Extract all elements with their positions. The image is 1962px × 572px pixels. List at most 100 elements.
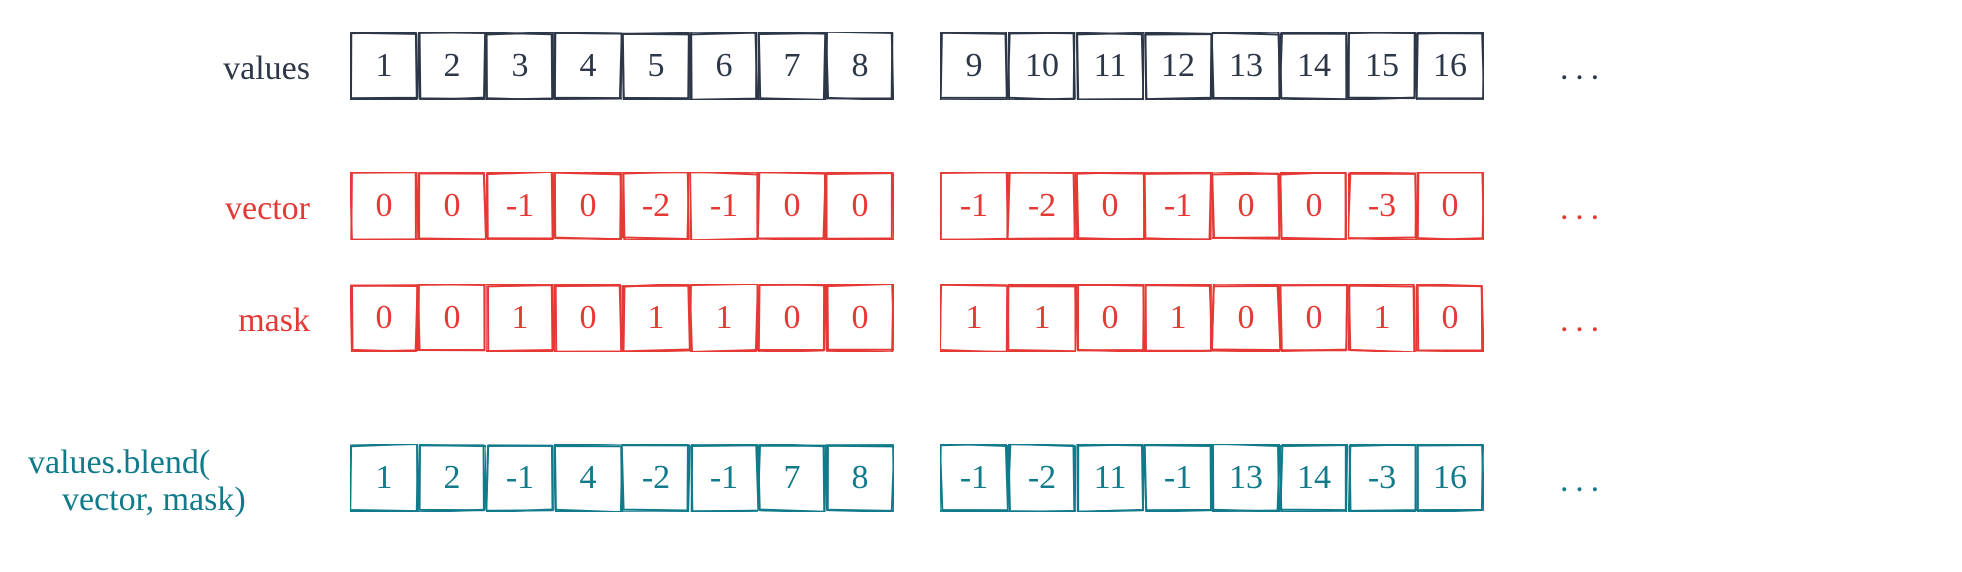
vector-cell: 0 (1416, 172, 1484, 240)
values-cell: 11 (1076, 32, 1144, 100)
mask-cell-value: 0 (758, 284, 826, 352)
blend-cell-value: 8 (826, 444, 894, 512)
blend-cell: -1 (940, 444, 1008, 512)
blend-cell: 11 (1076, 444, 1144, 512)
blend-cell-value: 7 (758, 444, 826, 512)
vector-cell: -3 (1348, 172, 1416, 240)
mask-ellipsis: ... (1560, 302, 1606, 340)
blend-cell: 13 (1212, 444, 1280, 512)
mask-cell-value: 1 (940, 284, 1008, 352)
mask-group-1: 00101100 (350, 284, 894, 352)
blend-cell-value: -3 (1348, 444, 1416, 512)
values-cell-value: 12 (1144, 32, 1212, 100)
mask-cell: 0 (1280, 284, 1348, 352)
values-cell-value: 14 (1280, 32, 1348, 100)
vector-cell-value: -1 (1144, 172, 1212, 240)
mask-group-2: 11010010 (940, 284, 1484, 352)
blend-label: values.blend( vector, mask) (28, 444, 246, 519)
vector-cell-value: 0 (826, 172, 894, 240)
values-cell-value: 6 (690, 32, 758, 100)
values-cell-value: 15 (1348, 32, 1416, 100)
blend-cell-value: -2 (1008, 444, 1076, 512)
mask-cell-value: 1 (690, 284, 758, 352)
blend-cell-value: 2 (418, 444, 486, 512)
mask-cell-value: 1 (622, 284, 690, 352)
values-cell: 10 (1008, 32, 1076, 100)
values-cell: 2 (418, 32, 486, 100)
vector-cell-value: -3 (1348, 172, 1416, 240)
blend-cell-value: 13 (1212, 444, 1280, 512)
vector-cell: 0 (826, 172, 894, 240)
values-cell: 16 (1416, 32, 1484, 100)
vector-cell-value: 0 (350, 172, 418, 240)
vector-cell: 0 (1212, 172, 1280, 240)
vector-cell: -1 (1144, 172, 1212, 240)
values-cell-value: 16 (1416, 32, 1484, 100)
vector-cell: -1 (940, 172, 1008, 240)
blend-cell-value: -2 (622, 444, 690, 512)
vector-cell-value: 0 (554, 172, 622, 240)
blend-diagram: values12345678910111213141516...vector00… (0, 0, 1962, 572)
blend-cell: -3 (1348, 444, 1416, 512)
vector-cell-value: 0 (1212, 172, 1280, 240)
mask-cell-value: 0 (1416, 284, 1484, 352)
values-cell-value: 9 (940, 32, 1008, 100)
mask-cell-value: 0 (350, 284, 418, 352)
values-cell-value: 2 (418, 32, 486, 100)
values-cell-value: 7 (758, 32, 826, 100)
values-cell: 14 (1280, 32, 1348, 100)
vector-cell-value: -1 (690, 172, 758, 240)
mask-cell: 0 (350, 284, 418, 352)
vector-cell-value: 0 (1416, 172, 1484, 240)
blend-group-2: -1-211-11314-316 (940, 444, 1484, 512)
mask-cell-value: 1 (1348, 284, 1416, 352)
vector-cell: 0 (1076, 172, 1144, 240)
values-cell-value: 10 (1008, 32, 1076, 100)
vector-cell-value: -1 (486, 172, 554, 240)
blend-cell-value: 11 (1076, 444, 1144, 512)
values-group-1: 12345678 (350, 32, 894, 100)
mask-cell: 1 (1144, 284, 1212, 352)
mask-label: mask (238, 302, 310, 339)
vector-cell: -2 (1008, 172, 1076, 240)
mask-cell-value: 0 (1076, 284, 1144, 352)
mask-cell-value: 1 (486, 284, 554, 352)
blend-ellipsis: ... (1560, 462, 1606, 500)
vector-label: vector (225, 190, 310, 227)
blend-cell: 7 (758, 444, 826, 512)
blend-cell: -1 (486, 444, 554, 512)
values-cell-value: 3 (486, 32, 554, 100)
values-cell-value: 11 (1076, 32, 1144, 100)
values-cell-value: 1 (350, 32, 418, 100)
blend-cell: 2 (418, 444, 486, 512)
blend-cell: 16 (1416, 444, 1484, 512)
blend-cell: 1 (350, 444, 418, 512)
vector-cell: 0 (1280, 172, 1348, 240)
vector-cell-value: -2 (1008, 172, 1076, 240)
blend-cell-value: 16 (1416, 444, 1484, 512)
vector-cell: 0 (554, 172, 622, 240)
mask-cell: 0 (554, 284, 622, 352)
vector-cell-value: -1 (940, 172, 1008, 240)
mask-cell: 0 (1076, 284, 1144, 352)
mask-cell: 1 (622, 284, 690, 352)
vector-cell-value: -2 (622, 172, 690, 240)
blend-cell-value: 4 (554, 444, 622, 512)
mask-cell: 0 (826, 284, 894, 352)
blend-cell: 14 (1280, 444, 1348, 512)
mask-cell-value: 1 (1008, 284, 1076, 352)
blend-cell: -1 (1144, 444, 1212, 512)
mask-cell: 0 (1212, 284, 1280, 352)
values-cell: 6 (690, 32, 758, 100)
blend-cell-value: -1 (486, 444, 554, 512)
mask-cell: 0 (1416, 284, 1484, 352)
values-cell: 9 (940, 32, 1008, 100)
mask-cell: 1 (1348, 284, 1416, 352)
values-cell-value: 13 (1212, 32, 1280, 100)
vector-ellipsis: ... (1560, 190, 1606, 228)
blend-cell: 4 (554, 444, 622, 512)
values-cell-value: 8 (826, 32, 894, 100)
mask-cell: 1 (486, 284, 554, 352)
blend-cell: -2 (622, 444, 690, 512)
vector-cell: -2 (622, 172, 690, 240)
